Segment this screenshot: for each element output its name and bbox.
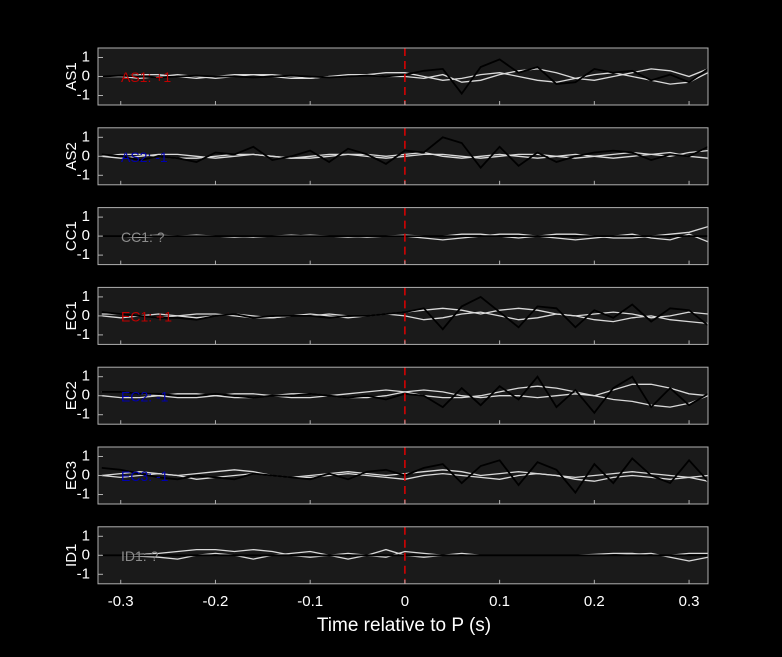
trace	[101, 295, 708, 331]
y-tick-label: -1	[77, 166, 90, 183]
trace-annotation: EC3: -1	[121, 468, 169, 484]
y-tick-label: -1	[77, 406, 90, 423]
trace-annotation: AS2: -1	[121, 149, 168, 165]
y-axis-label: EC1	[63, 301, 80, 330]
x-tick-label: -0.2	[203, 593, 229, 610]
y-tick-label: -1	[77, 565, 90, 582]
y-tick-label: 1	[82, 128, 90, 145]
trace-annotation: CC1: ?	[121, 229, 165, 245]
trace	[101, 136, 708, 170]
y-tick-label: 1	[82, 48, 90, 65]
x-tick-label: -0.3	[108, 593, 134, 610]
plot-area	[101, 287, 708, 345]
y-tick-label: 1	[82, 527, 90, 544]
x-tick-label: 0.2	[584, 593, 605, 610]
y-tick-label: 0	[82, 67, 90, 84]
y-axis-label: EC3	[63, 461, 80, 490]
x-tick-label: -0.1	[297, 593, 323, 610]
y-axis-label: AS1	[63, 62, 80, 90]
plot-area	[101, 447, 708, 504]
x-tick-label: 0.3	[679, 593, 700, 610]
plot-area	[101, 48, 708, 105]
y-tick-label: -1	[77, 326, 90, 343]
y-tick-label: 0	[82, 466, 90, 483]
y-axis-label: CC1	[63, 221, 80, 251]
trace	[101, 72, 708, 85]
y-axis-label: AS2	[63, 142, 80, 170]
y-tick-label: 0	[82, 227, 90, 244]
y-tick-label: 0	[82, 147, 90, 164]
trace-annotation: EC2: -1	[121, 388, 169, 404]
trace-annotation: EC1: +1	[121, 309, 172, 325]
y-axis-label: EC2	[63, 381, 80, 410]
y-tick-label: 1	[82, 208, 90, 225]
y-axis-label: ID1	[63, 544, 80, 567]
y-tick-label: -1	[77, 246, 90, 263]
y-tick-label: -1	[77, 86, 90, 103]
plot-area	[101, 127, 708, 185]
y-tick-label: 1	[82, 447, 90, 464]
plot-area	[101, 207, 708, 265]
plot-area	[101, 526, 708, 584]
y-tick-label: -1	[77, 485, 90, 502]
trace-annotation: ID1: ?	[121, 548, 159, 564]
x-tick-label: 0	[401, 593, 409, 610]
trace	[101, 548, 708, 558]
y-tick-label: 0	[82, 307, 90, 324]
trace-annotation: AS1: +1	[121, 69, 171, 85]
y-tick-label: 0	[82, 546, 90, 563]
x-tick-label: 0.1	[489, 593, 510, 610]
y-tick-label: 1	[82, 288, 90, 305]
y-tick-label: 1	[82, 368, 90, 385]
y-tick-label: 0	[82, 387, 90, 404]
x-axis-label: Time relative to P (s)	[317, 615, 491, 636]
plot-area	[101, 367, 708, 425]
